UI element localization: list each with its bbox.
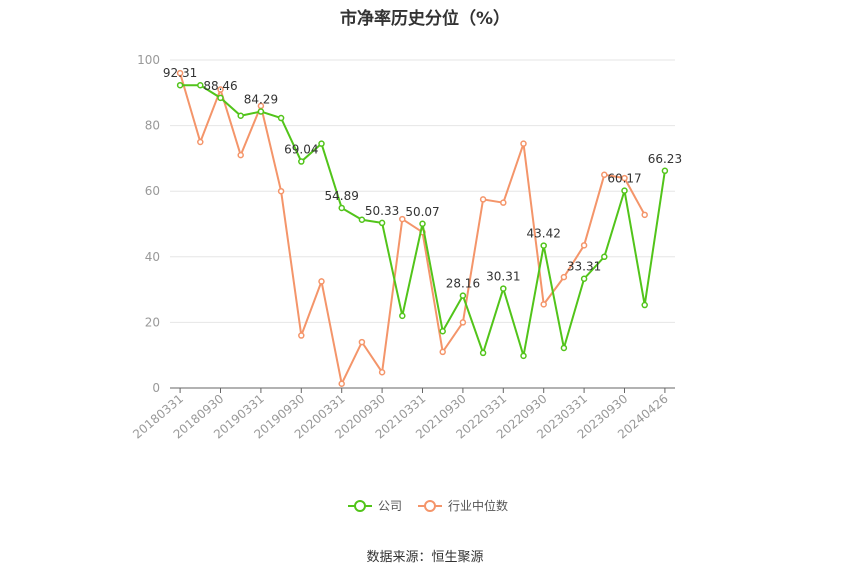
data-point — [237, 112, 244, 120]
legend-swatch-marker — [354, 500, 366, 512]
data-point — [641, 301, 648, 309]
data-point — [560, 273, 568, 281]
data-point — [257, 108, 265, 115]
data-point — [479, 349, 487, 357]
series-line — [179, 72, 646, 387]
data-label: 54.89 — [325, 189, 359, 203]
data-point — [318, 278, 325, 285]
chart-title: 市净率历史分位（%） — [339, 9, 511, 29]
data-point — [580, 242, 588, 249]
data-label: 33.31 — [567, 260, 601, 274]
data-point — [378, 369, 386, 376]
data-point — [298, 332, 305, 339]
legend-label: 公司 — [378, 499, 402, 513]
data-point — [641, 211, 648, 219]
data-point — [500, 285, 507, 292]
legend-swatch-marker — [424, 500, 436, 512]
legend-label: 行业中位数 — [448, 498, 508, 513]
data-label: 60.17 — [607, 172, 641, 186]
data-point — [378, 219, 386, 227]
data-point — [298, 158, 305, 165]
data-point — [338, 380, 345, 387]
data-point — [459, 319, 467, 326]
data-point — [560, 344, 568, 352]
data-label: 66.23 — [648, 152, 682, 166]
data-point — [479, 196, 487, 203]
y-tick-label: 80 — [145, 119, 160, 133]
data-label: 28.16 — [446, 277, 480, 291]
data-point — [358, 216, 366, 223]
data-point — [277, 114, 285, 122]
data-label: 50.07 — [405, 205, 439, 219]
data-point — [500, 199, 507, 206]
data-point — [318, 140, 325, 147]
data-point — [399, 215, 406, 223]
data-label: 50.33 — [365, 204, 399, 218]
data-label: 84.29 — [244, 93, 278, 107]
y-tick-label: 60 — [145, 184, 160, 198]
data-label: 30.31 — [486, 270, 520, 284]
data-point — [217, 86, 224, 93]
data-point — [338, 204, 345, 212]
y-tick-label: 40 — [145, 250, 160, 264]
data-point — [197, 82, 204, 89]
data-point — [580, 275, 588, 282]
data-point — [277, 187, 285, 195]
data-point — [439, 328, 446, 335]
y-tick-label: 20 — [145, 315, 160, 329]
data-point — [601, 253, 608, 261]
data-point — [621, 174, 628, 182]
y-tick-label: 0 — [152, 381, 160, 395]
source-note: 数据来源：恒生聚源 — [366, 550, 484, 565]
data-point — [540, 242, 547, 249]
data-point — [217, 94, 224, 102]
data-point — [237, 151, 244, 159]
data-point — [540, 301, 547, 308]
data-point — [419, 220, 426, 228]
data-point — [459, 292, 467, 299]
data-point — [399, 312, 406, 320]
data-point — [176, 69, 184, 77]
data-label: 69.04 — [284, 143, 318, 157]
data-point — [621, 187, 628, 194]
data-point — [661, 167, 669, 175]
data-label: 92.31 — [163, 66, 197, 80]
data-point — [197, 138, 204, 146]
data-label: 88.46 — [203, 79, 237, 93]
data-point — [176, 81, 184, 89]
data-point — [439, 348, 446, 356]
data-point — [520, 352, 527, 360]
y-tick-label: 100 — [137, 53, 160, 67]
data-point — [601, 171, 608, 179]
data-point — [520, 140, 527, 147]
data-point — [358, 338, 366, 346]
data-label: 43.42 — [527, 227, 561, 241]
